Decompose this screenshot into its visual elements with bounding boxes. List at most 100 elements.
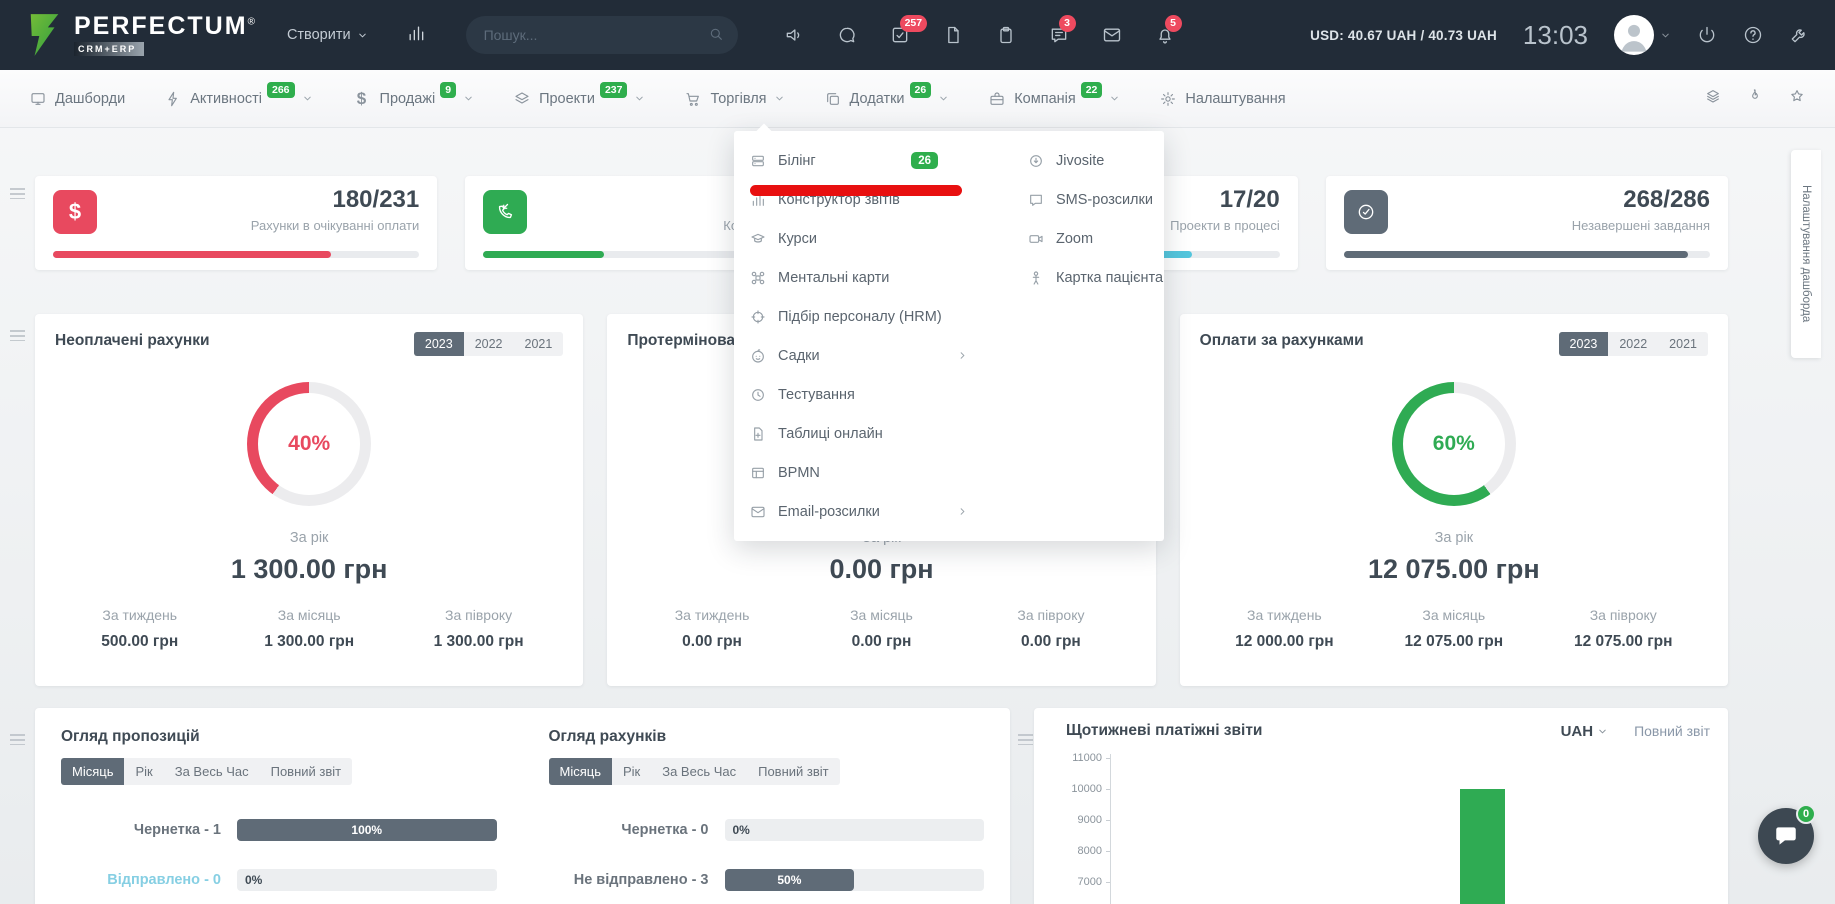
- search-input[interactable]: [465, 16, 738, 54]
- period-tabs: Місяць Рік За Весь Час Повний звіт: [548, 758, 840, 785]
- drag-handle[interactable]: [1018, 734, 1033, 745]
- brand-logo[interactable]: PERFECTUM® CRM+ERP: [26, 13, 257, 57]
- logout-icon[interactable]: [1697, 25, 1717, 45]
- tasks-badge: 257: [899, 15, 928, 32]
- mail-icon[interactable]: [1102, 25, 1122, 45]
- stat-card-invoices-pending[interactable]: $ 180/231 Рахунки в очікуванні оплати: [35, 176, 438, 270]
- col-value: 12 075.00 грн: [1404, 633, 1504, 650]
- clipboard-icon[interactable]: [996, 25, 1016, 45]
- bell-icon[interactable]: 5: [1155, 15, 1182, 45]
- apps-badge: 26: [909, 81, 932, 98]
- stat-card-unfinished-tasks[interactable]: 268/286 Незавершені завдання: [1325, 176, 1728, 270]
- nav-item-sales[interactable]: $ Продажі 9: [353, 81, 475, 109]
- year-tab-2023[interactable]: 2023: [1558, 332, 1609, 356]
- avatar: [1614, 15, 1654, 55]
- menu-item-kindergartens[interactable]: Садки: [734, 336, 978, 375]
- menu-item-hrm[interactable]: Підбір персоналу (HRM): [734, 297, 978, 336]
- tab-alltime[interactable]: За Весь Час: [662, 764, 737, 779]
- drag-handle[interactable]: [10, 188, 25, 199]
- col-label: За півроку: [1589, 607, 1657, 623]
- period-columns: За тиждень 500.00 грн За місяць 1 300.00…: [55, 607, 563, 651]
- period-label: За рік: [1434, 530, 1474, 546]
- document-icon[interactable]: [943, 25, 963, 45]
- sales-badge: 9: [440, 81, 457, 98]
- menu-item-billing[interactable]: Білінг 26: [734, 141, 978, 180]
- star-icon[interactable]: [1789, 88, 1805, 109]
- reports-icon[interactable]: [406, 23, 426, 48]
- tab-year[interactable]: Рік: [622, 764, 641, 779]
- full-report-link[interactable]: Повний звіт: [1634, 723, 1710, 739]
- message-icon: [1028, 192, 1044, 208]
- progress-track: [483, 251, 850, 258]
- tab-month[interactable]: Місяць: [61, 758, 125, 785]
- currency-select[interactable]: UAH: [1561, 723, 1609, 740]
- col-value: 1 300.00 грн: [264, 633, 355, 650]
- y-axis: [1110, 754, 1111, 904]
- year-tab-2022[interactable]: 2022: [1619, 337, 1648, 351]
- weekly-bar-chart: 11000 10000 9000 8000 7000: [1052, 752, 1710, 904]
- nav-item-dashboards[interactable]: Дашборди: [30, 91, 125, 107]
- search-icon[interactable]: [708, 26, 724, 47]
- drag-handle[interactable]: [10, 330, 25, 341]
- dashboard-settings-tab[interactable]: Налаштування дашборда: [1791, 150, 1821, 358]
- chevron-down-icon: [1109, 93, 1120, 104]
- chat-icon[interactable]: [837, 25, 857, 45]
- flame-icon[interactable]: [1747, 88, 1763, 109]
- year-tab-2022[interactable]: 2022: [474, 337, 503, 351]
- chart-bar[interactable]: [1460, 789, 1505, 904]
- widget-weekly-payments: Щотижневі платіжні звіти UAH Повний звіт…: [1034, 708, 1728, 904]
- menu-item-courses[interactable]: Курси: [734, 219, 978, 258]
- drag-handle[interactable]: [10, 734, 25, 745]
- menu-item-online-tables[interactable]: Таблиці онлайн: [734, 414, 978, 453]
- chevron-right-icon: [957, 350, 968, 361]
- tab-alltime[interactable]: За Весь Час: [174, 764, 249, 779]
- year-tab-2023[interactable]: 2023: [413, 332, 464, 356]
- user-menu[interactable]: [1614, 15, 1671, 55]
- bar-track: 0%: [724, 819, 984, 841]
- create-button[interactable]: Створити: [287, 27, 368, 43]
- menu-item-patient-card[interactable]: Картка пацієнта: [1012, 258, 1163, 297]
- tab-month[interactable]: Місяць: [548, 758, 612, 785]
- tab-full-report[interactable]: Повний звіт: [270, 764, 342, 779]
- menu-item-testing[interactable]: Тестування: [734, 375, 978, 414]
- main-nav: Дашборди Активності 266 $ Продажі 9 Прое…: [0, 70, 1835, 128]
- menu-item-sms-campaigns[interactable]: SMS-розсилки: [1012, 180, 1154, 219]
- tasks-icon[interactable]: 257: [890, 15, 928, 45]
- menu-item-email-campaigns[interactable]: Email-розсилки: [734, 492, 978, 531]
- invoices-overview: Огляд рахунків Місяць Рік За Весь Час По…: [523, 708, 1011, 904]
- bar-fill: 50%: [724, 869, 855, 891]
- nav-item-settings[interactable]: Налаштування: [1160, 91, 1286, 107]
- stack-icon[interactable]: [1705, 88, 1721, 109]
- nav-item-company[interactable]: Компанія 22: [989, 81, 1120, 107]
- chevron-down-icon: [634, 93, 645, 104]
- chat-fab[interactable]: 0: [1758, 804, 1816, 864]
- nav-item-apps[interactable]: Додатки 26: [825, 81, 950, 107]
- year-tab-2021[interactable]: 2021: [1669, 337, 1697, 351]
- progress-fill: [483, 251, 605, 258]
- menu-item-jivosite[interactable]: Jivosite: [1012, 141, 1154, 180]
- overview-row: Чернетка - 1 100%: [61, 819, 497, 841]
- row-label: Не відправлено - 3: [573, 872, 709, 888]
- menu-item-mind-maps[interactable]: Ментальні карти: [734, 258, 978, 297]
- help-icon[interactable]: [1743, 25, 1763, 45]
- col-value: 0.00 грн: [682, 633, 742, 650]
- nav-item-projects[interactable]: Проекти 237: [514, 81, 645, 107]
- widget-title: Огляд рахунків: [548, 728, 667, 745]
- menu-item-zoom[interactable]: Zoom: [1012, 219, 1154, 258]
- person-icon: [1028, 270, 1044, 286]
- comments-icon[interactable]: 3: [1049, 15, 1076, 45]
- chevron-down-icon: [1597, 726, 1608, 737]
- menu-item-bpmn[interactable]: BPMN: [734, 453, 978, 492]
- donut-percent: 60%: [1432, 432, 1475, 455]
- tools-icon[interactable]: [1789, 25, 1809, 45]
- tab-year[interactable]: Рік: [135, 764, 153, 779]
- volume-icon[interactable]: [784, 25, 804, 45]
- check-circle-icon: [1343, 190, 1388, 234]
- tab-full-report[interactable]: Повний звіт: [758, 764, 829, 779]
- file-plus-icon: [750, 426, 766, 442]
- chevron-down-icon: [302, 93, 313, 104]
- nav-item-trade[interactable]: Торгівля: [685, 91, 784, 107]
- row-label: Чернетка - 1: [133, 822, 221, 838]
- nav-item-activities[interactable]: Активності 266: [165, 81, 313, 107]
- year-tab-2021[interactable]: 2021: [524, 337, 553, 351]
